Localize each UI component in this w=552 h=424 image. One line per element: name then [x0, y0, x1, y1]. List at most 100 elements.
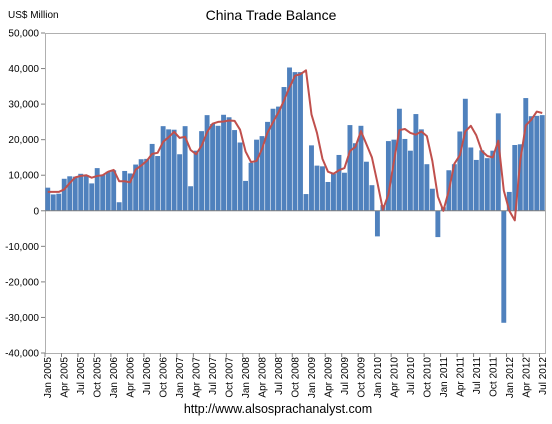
bar — [287, 67, 292, 211]
bar — [182, 126, 188, 211]
y-tick-label: -20,000 — [5, 277, 39, 288]
bar — [171, 129, 177, 211]
bar — [226, 117, 232, 211]
x-tick-label: Oct 2009 — [356, 357, 367, 398]
bar — [358, 125, 364, 211]
x-tick-label: Apr 2006 — [126, 357, 137, 398]
bar — [342, 172, 347, 211]
x-tick-label: Jul 2007 — [208, 357, 219, 395]
bar — [528, 116, 534, 211]
bar — [188, 186, 194, 211]
y-tick-label: 50,000 — [8, 29, 39, 40]
bar — [369, 185, 375, 211]
bar — [396, 108, 402, 211]
bar — [490, 150, 496, 211]
x-tick-label: Jul 2009 — [340, 357, 351, 395]
y-tick-label: 0 — [33, 206, 39, 217]
bar — [270, 108, 276, 211]
bar — [94, 168, 100, 211]
x-tick-label: Apr 2011 — [455, 357, 466, 397]
bar — [298, 72, 303, 211]
bar — [539, 115, 545, 211]
y-axis: 50,000 40,000 30,000 20,000 10,000 0 -10,000 -2… — [5, 29, 45, 360]
bar — [100, 174, 106, 211]
y-tick-label: -30,000 — [5, 313, 39, 324]
bar — [352, 143, 358, 211]
bar — [523, 98, 529, 211]
bar — [144, 158, 150, 211]
bar — [347, 125, 353, 211]
x-tick-label: Apr 2005 — [60, 357, 71, 398]
x-tick-label: Jul 2012 — [538, 357, 549, 395]
bar — [457, 131, 463, 211]
x-tick-label: Jul 2005 — [76, 357, 87, 395]
bar — [193, 150, 199, 211]
bar — [320, 166, 325, 211]
bar — [78, 173, 84, 211]
bar — [363, 161, 369, 211]
bar — [155, 156, 161, 211]
bar — [72, 176, 78, 211]
bar — [435, 210, 441, 238]
x-tick-label: Jan 2011 — [439, 357, 450, 398]
x-tick-label: Jan 2005 — [43, 357, 54, 399]
bar — [468, 147, 474, 211]
bar — [232, 130, 238, 211]
y-tick-label: 10,000 — [8, 171, 39, 182]
bar — [122, 170, 128, 211]
bar — [391, 139, 397, 211]
y-tick-label: -10,000 — [5, 242, 39, 253]
bar — [501, 210, 507, 323]
bar — [243, 180, 248, 211]
bar — [215, 125, 221, 211]
bar — [67, 176, 73, 211]
bar — [133, 164, 139, 211]
x-tick-label: Jul 2011 — [472, 357, 483, 395]
bar — [177, 154, 183, 211]
bar — [495, 113, 501, 211]
x-tick-label: Apr 2009 — [324, 357, 335, 398]
x-tick-label: Jan 2010 — [373, 357, 384, 399]
x-tick-label: Jan 2007 — [175, 357, 186, 399]
bar — [374, 210, 380, 237]
bar — [331, 173, 336, 211]
x-tick-label: Oct 2007 — [225, 357, 236, 398]
y-tick-label: 20,000 — [8, 135, 39, 146]
bar — [336, 154, 342, 211]
bar — [259, 136, 265, 211]
bar — [314, 165, 320, 211]
x-tick-label: Jan 2012 — [505, 357, 516, 399]
chart-title: China Trade Balance — [206, 7, 337, 23]
x-tick-label: Jul 2008 — [274, 357, 285, 395]
bar — [402, 138, 408, 211]
bar — [534, 115, 540, 211]
bar-series — [45, 67, 545, 323]
bar — [413, 114, 419, 211]
bar — [276, 106, 281, 211]
bar — [265, 121, 270, 211]
bar — [166, 129, 172, 211]
bar — [517, 144, 523, 211]
bar — [83, 175, 89, 211]
bar — [50, 194, 56, 211]
bar — [149, 143, 155, 211]
bar — [281, 87, 287, 211]
bar — [506, 191, 512, 211]
x-tick-label: Jan 2006 — [109, 357, 120, 399]
trend-line — [47, 69, 543, 222]
bar — [309, 145, 314, 211]
bar — [138, 159, 144, 211]
x-tick-label: Jan 2009 — [307, 357, 318, 399]
bar — [127, 173, 133, 211]
bar — [429, 188, 435, 211]
bar — [105, 171, 111, 211]
x-axis: Jan 2005 Apr 2005 Jul 2005 Oct 2005 Jan 2006… — [43, 353, 549, 399]
bar — [292, 72, 298, 211]
bar — [407, 150, 413, 211]
x-tick-label: Jul 2006 — [142, 357, 153, 395]
bar — [221, 114, 227, 211]
bar — [385, 141, 391, 211]
bar — [56, 193, 62, 211]
bar — [89, 183, 95, 211]
